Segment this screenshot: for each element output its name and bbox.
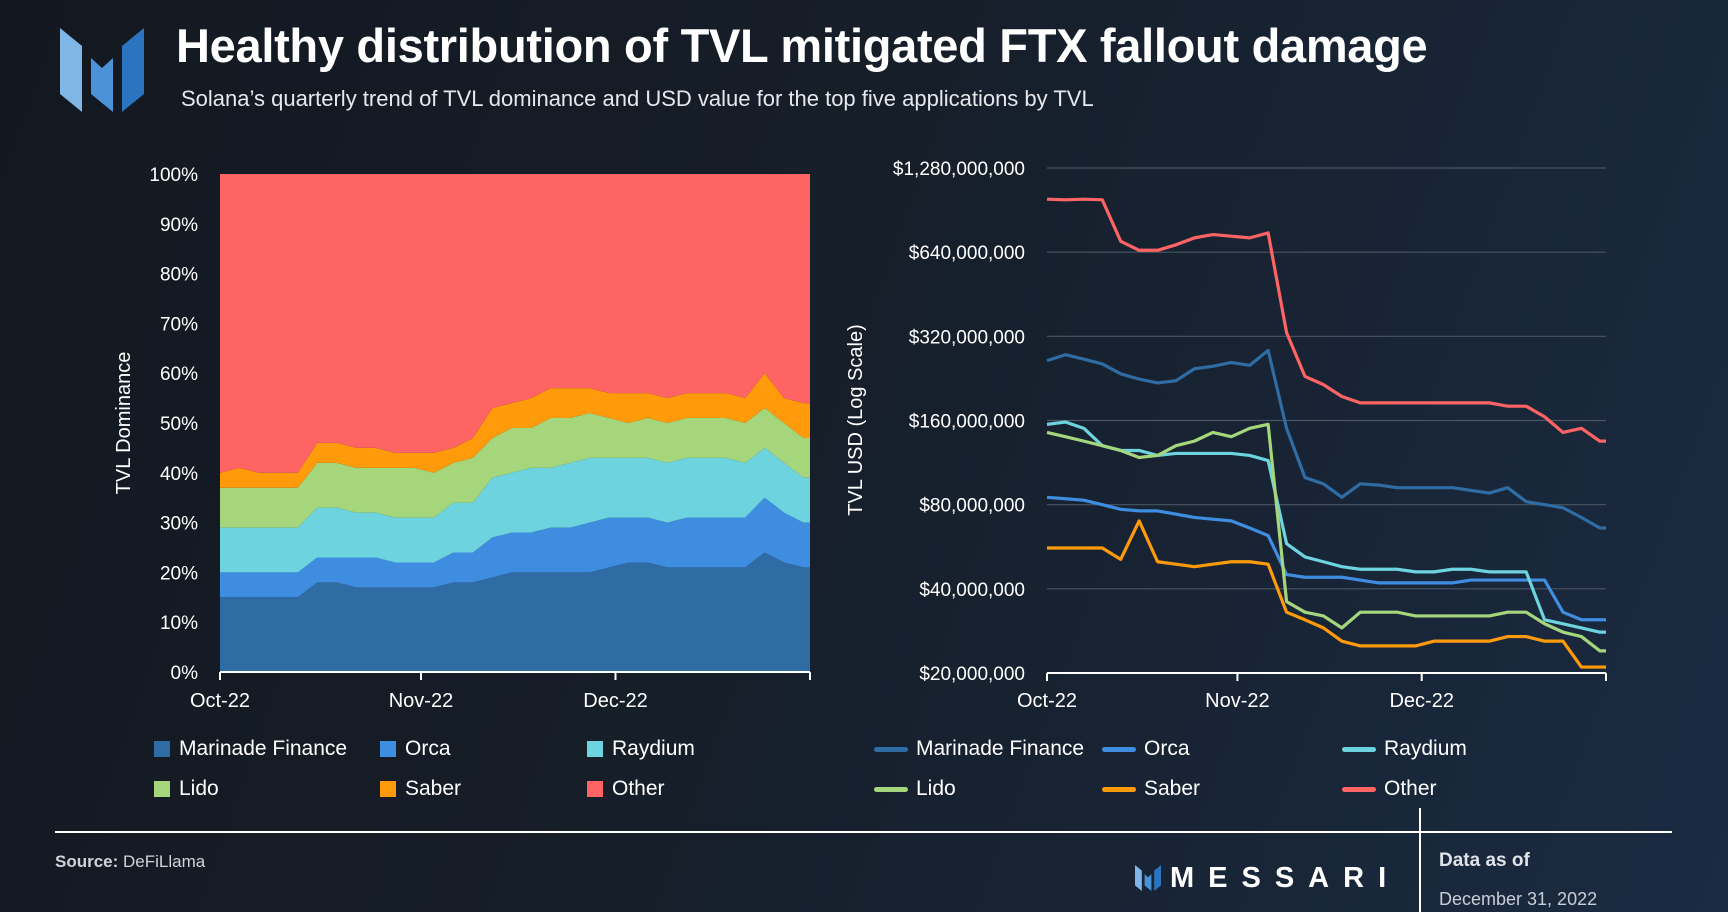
legend-label: Lido [179,777,219,800]
legend-item: Orca [380,737,451,761]
y-tick-label: 40% [160,464,198,485]
legend-item: Orca [1102,737,1190,761]
messari-brand-icon [1135,865,1161,891]
footer-divider [55,831,1672,833]
legend-label: Other [612,777,665,800]
source-label: Source: [55,852,119,871]
data-as-of-date: December 31, 2022 [1439,889,1598,909]
legend-label: Raydium [612,737,695,760]
legend-label: Orca [1144,737,1190,760]
legend-swatch [587,741,603,757]
x-tick-label: Oct-22 [1017,690,1077,712]
area-lido [220,408,810,528]
y-tick-label: $80,000,000 [919,496,1025,517]
y-tick-label: 80% [160,265,198,286]
tvl-dominance-chart: 0% 10% 20% 30% 40% 50% 60% 70% 80% 90% 100% Oct-22 N… [113,165,811,712]
y-tick-label: 60% [160,364,198,385]
legend-label: Orca [405,737,451,760]
y-tick-label: $1,280,000,000 [893,159,1025,180]
y-tick-label: 30% [160,514,198,535]
x-tick-label: Dec-22 [1389,690,1453,712]
legend-item: Raydium [587,737,695,761]
y-tick-label: 0% [171,663,199,684]
line-other [1046,197,1606,443]
source-value: DeFiLlama [123,852,206,871]
legend-swatch [1342,746,1376,752]
y-tick-label: 90% [160,215,198,236]
y-tick-label: $320,000,000 [909,327,1025,348]
legend-swatch [1102,786,1136,792]
legend-item: Lido [874,777,956,801]
area-orca [220,497,810,598]
legend-label: Saber [1144,777,1201,800]
legend-item: Saber [380,777,461,801]
legend-item: Lido [154,777,219,801]
legend-item: Marinade Finance [154,737,347,761]
legend-label: Marinade Finance [179,737,348,760]
tvl-usd-chart: $20,000,000 $40,000,000 $80,000,000 $160,00… [845,159,1607,712]
legend-swatch [587,781,603,797]
x-tick-label: Dec-22 [583,690,647,712]
legend-item: Marinade Finance [874,737,1084,761]
legend-label: Lido [916,777,956,800]
line-saber [1047,519,1606,669]
chart-title: Healthy distribution of TVL mitigated FT… [176,19,1428,72]
y-tick-label: 100% [149,165,198,186]
data-as-of-label: Data as of [1439,850,1530,871]
y-tick-label: $640,000,000 [909,243,1025,264]
legend-swatch [874,786,908,792]
line-lido [1046,422,1606,653]
legend-swatch [154,741,170,757]
y-axis-title: TVL Dominance [113,352,135,495]
legend-label: Marinade Finance [916,737,1085,760]
area-other [220,174,810,473]
legend-item: Other [587,777,665,801]
legend-swatch [380,781,396,797]
legend-label: Raydium [1384,737,1467,760]
legend-label: Saber [405,777,462,800]
chart-subtitle: Solana’s quarterly trend of TVL dominanc… [181,86,1094,111]
legend-item: Other [1342,777,1437,801]
messari-logo-icon [60,28,144,112]
source-note: Source: DeFiLlama [55,852,205,872]
legend-swatch [380,741,396,757]
y-tick-label: 10% [160,613,198,634]
x-tick-label: Nov-22 [1205,690,1269,712]
legend-item: Saber [1102,777,1200,801]
legend-item: Raydium [1342,737,1467,761]
legend-swatch [154,781,170,797]
y-tick-label: $160,000,000 [909,412,1025,433]
legend-swatch [874,746,908,752]
legend-swatch [1342,786,1376,792]
area-saber [220,373,810,488]
x-tick-label: Oct-22 [190,690,250,712]
y-tick-label: 70% [160,314,198,335]
legend-swatch [1102,746,1136,752]
x-tick-label: Nov-22 [389,690,453,712]
footer-vertical-divider [1419,808,1421,912]
area-raydium [220,447,810,573]
y-tick-label: $40,000,000 [919,580,1025,601]
messari-wordmark: MESSARI [1170,862,1401,894]
line-orca [1046,495,1606,622]
legend-label: Other [1384,777,1437,800]
line-marinade-finance [1046,348,1606,530]
area-marinade-finance [220,552,810,672]
y-tick-label: 50% [160,414,198,435]
y-axis-title: TVL USD (Log Scale) [845,324,867,516]
y-tick-label: $20,000,000 [919,664,1025,685]
y-tick-label: 20% [160,563,198,584]
line-raydium [1046,420,1606,634]
